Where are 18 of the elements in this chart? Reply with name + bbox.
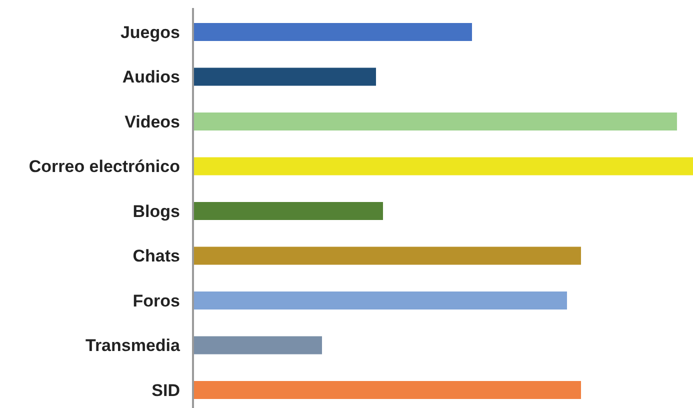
bar bbox=[193, 381, 581, 399]
y-tick-label: SID bbox=[152, 380, 180, 400]
bar bbox=[193, 23, 472, 41]
bar bbox=[193, 336, 322, 354]
bar bbox=[193, 157, 693, 176]
y-tick-label: Chats bbox=[132, 246, 180, 266]
y-tick-label: Juegos bbox=[120, 22, 180, 42]
y-tick-label: Videos bbox=[124, 112, 180, 132]
y-tick-label: Audios bbox=[122, 68, 180, 87]
y-tick-label: Transmedia bbox=[86, 336, 181, 356]
y-tick-label: Blogs bbox=[132, 202, 180, 221]
bar bbox=[193, 292, 567, 310]
bar bbox=[193, 246, 581, 265]
y-tick-label: Correo electrónico bbox=[28, 157, 180, 176]
bar bbox=[193, 68, 376, 86]
bar bbox=[193, 202, 383, 220]
y-tick-label: Foros bbox=[132, 291, 180, 310]
bar bbox=[193, 112, 677, 130]
